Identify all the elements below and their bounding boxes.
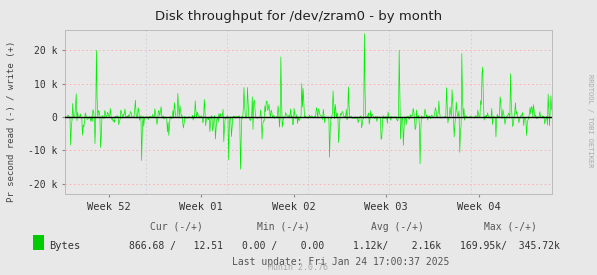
- Text: Min (-/+): Min (-/+): [257, 222, 310, 232]
- Text: Max (-/+): Max (-/+): [484, 222, 537, 232]
- Text: 1.12k/    2.16k: 1.12k/ 2.16k: [353, 241, 441, 251]
- Text: 866.68 /   12.51: 866.68 / 12.51: [129, 241, 223, 251]
- Text: Bytes: Bytes: [49, 241, 80, 251]
- Text: 169.95k/  345.72k: 169.95k/ 345.72k: [460, 241, 561, 251]
- Text: Pr second read (-) / write (+): Pr second read (-) / write (+): [7, 40, 16, 202]
- Text: Last update: Fri Jan 24 17:00:37 2025: Last update: Fri Jan 24 17:00:37 2025: [232, 257, 449, 267]
- Text: Cur (-/+): Cur (-/+): [150, 222, 202, 232]
- Text: RRDTOOL / TOBI OETIKER: RRDTOOL / TOBI OETIKER: [587, 74, 593, 168]
- Text: Disk throughput for /dev/zram0 - by month: Disk throughput for /dev/zram0 - by mont…: [155, 10, 442, 23]
- Text: 0.00 /    0.00: 0.00 / 0.00: [242, 241, 325, 251]
- Text: Munin 2.0.76: Munin 2.0.76: [269, 263, 328, 272]
- Text: Avg (-/+): Avg (-/+): [371, 222, 423, 232]
